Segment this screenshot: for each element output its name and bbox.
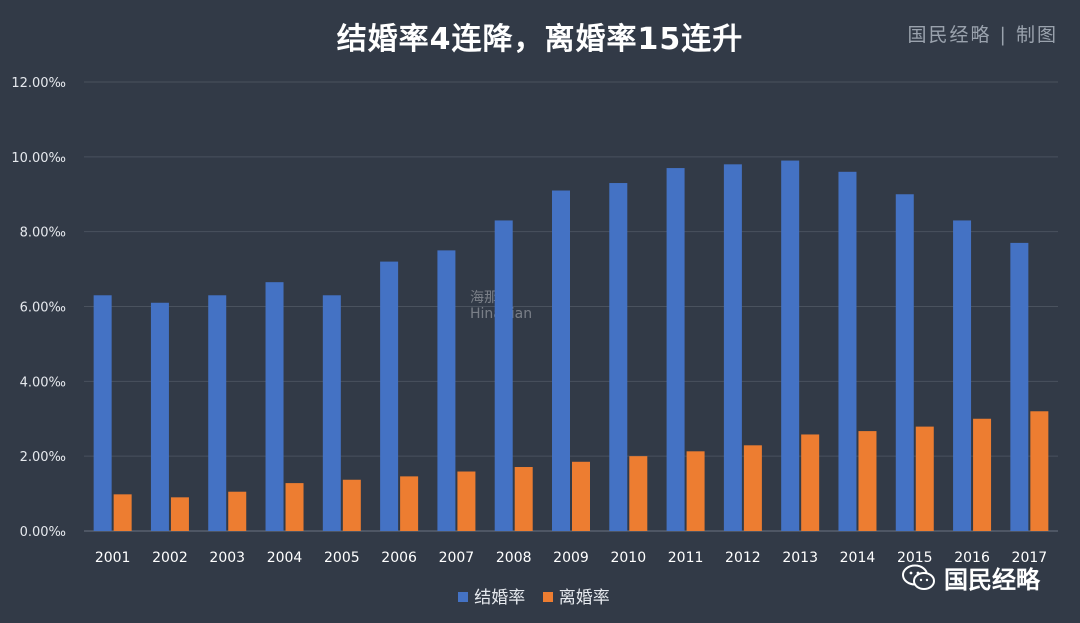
- x-tick-label: 2009: [553, 550, 589, 566]
- marriage-rate-bar: [781, 160, 800, 531]
- legend-item-marriage: 结婚率: [458, 583, 525, 608]
- legend: 结婚率 离婚率: [0, 583, 1080, 608]
- divorce-rate-bar: [1030, 411, 1049, 531]
- x-tick-label: 2002: [152, 550, 188, 566]
- divorce-rate-bar: [400, 476, 419, 531]
- x-tick-label: 2012: [725, 550, 761, 566]
- y-tick-label: 8.00‰: [20, 226, 66, 241]
- x-tick-label: 2003: [209, 550, 245, 566]
- x-tick-label: 2011: [668, 550, 704, 566]
- x-tick-label: 2004: [267, 550, 303, 566]
- x-tick-label: 2016: [954, 550, 990, 566]
- marriage-rate-bar: [265, 282, 284, 531]
- marriage-rate-bar: [1010, 242, 1029, 531]
- y-tick-label: 0.00‰: [20, 525, 66, 540]
- marriage-rate-bar: [494, 220, 513, 532]
- y-tick-label: 4.00‰: [20, 375, 66, 390]
- marriage-rate-bar: [208, 295, 227, 531]
- legend-label-marriage: 结婚率: [474, 588, 526, 608]
- x-tick-label: 2008: [496, 550, 532, 566]
- divorce-rate-bar: [342, 479, 361, 531]
- divorce-rate-bar: [915, 426, 934, 531]
- marriage-rate-bar: [895, 194, 914, 531]
- divorce-rate-bar: [514, 467, 533, 531]
- y-tick-label: 12.00‰: [11, 76, 66, 91]
- y-tick-label: 6.00‰: [20, 301, 66, 316]
- x-tick-label: 2015: [897, 550, 933, 566]
- marriage-rate-bar: [953, 220, 972, 532]
- x-tick-label: 2006: [381, 550, 417, 566]
- marriage-rate-bar: [150, 302, 169, 531]
- x-tick-label: 2005: [324, 550, 360, 566]
- legend-item-divorce: 离婚率: [542, 583, 610, 608]
- x-tick-label: 2010: [610, 550, 646, 566]
- marriage-rate-bar: [552, 190, 570, 531]
- wechat-badge: 国民经略: [902, 560, 1040, 595]
- marriage-rate-bar: [380, 261, 399, 531]
- marriage-rate-bar: [609, 183, 628, 531]
- marriage-rate-bar: [723, 164, 742, 532]
- x-tick-label: 2001: [95, 550, 131, 566]
- divorce-rate-bar: [973, 418, 992, 531]
- legend-label-divorce: 离婚率: [558, 588, 610, 608]
- marriage-rate-bar: [322, 295, 341, 531]
- x-tick-label: 2017: [1012, 550, 1048, 566]
- divorce-rate-bar: [629, 456, 648, 531]
- divorce-rate-bar: [457, 471, 476, 531]
- legend-swatch-marriage: [458, 592, 469, 602]
- x-tick-label: 2007: [439, 550, 475, 566]
- divorce-rate-bar: [170, 497, 189, 531]
- divorce-rate-bar: [686, 451, 705, 531]
- divorce-rate-bar: [801, 434, 820, 531]
- chart-title: 结婚率4连降，离婚率15连升: [336, 22, 744, 57]
- y-tick-label: 10.00‰: [11, 151, 66, 166]
- divorce-rate-bar: [228, 491, 247, 531]
- wechat-account-name: 国民经略: [944, 566, 1040, 594]
- divorce-rate-bar: [285, 483, 304, 531]
- divorce-rate-bar: [743, 445, 762, 531]
- x-tick-label: 2013: [782, 550, 818, 566]
- x-tick-label: 2014: [840, 550, 876, 566]
- brand-tag: 国民经略 | 制图: [907, 24, 1058, 46]
- marriage-rate-bar: [838, 171, 857, 532]
- marriage-rate-bar: [93, 295, 112, 531]
- y-tick-label: 2.00‰: [20, 450, 66, 465]
- divorce-rate-bar: [572, 461, 590, 531]
- divorce-rate-bar: [113, 494, 132, 531]
- divorce-rate-bar: [858, 431, 877, 531]
- wechat-icon: [902, 564, 935, 590]
- legend-swatch-divorce: [542, 592, 553, 602]
- marriage-rate-bar: [666, 168, 685, 531]
- marriage-rate-bar: [437, 250, 456, 531]
